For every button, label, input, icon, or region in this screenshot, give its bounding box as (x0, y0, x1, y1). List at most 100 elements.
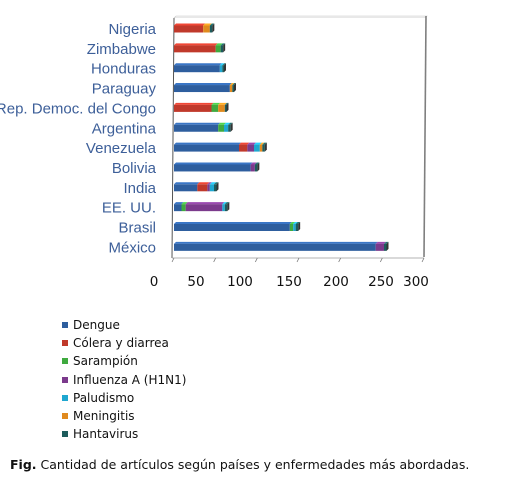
legend-label: Dengue (73, 318, 120, 333)
bar-segment (174, 162, 253, 172)
bar-segment-top (375, 241, 386, 244)
bar-segment-top (295, 222, 301, 224)
bar-segment (228, 122, 233, 132)
bar-segment-face (174, 243, 376, 251)
bar-segment (174, 43, 218, 53)
x-tick-mark (213, 257, 217, 263)
bar-segment-top (218, 122, 226, 125)
bar-segment-top (289, 222, 296, 224)
category-label: Argentina (92, 120, 157, 137)
x-tick-label: 250 (368, 274, 394, 290)
bar-segment-top (181, 202, 188, 205)
bar-segment-face (295, 224, 299, 231)
y-axis-line (171, 17, 175, 259)
bar-segment-face (232, 85, 234, 93)
bar-segment-top (185, 202, 225, 205)
bar-segment-top (218, 102, 227, 105)
x-tick-label: 50 (187, 274, 204, 290)
bar-segment (174, 241, 378, 251)
bar-segment-top (259, 142, 265, 145)
chart-plot-area (174, 18, 426, 256)
bar-segment-top (232, 83, 236, 86)
x-tick-mark (421, 257, 425, 263)
legend-swatch (62, 340, 68, 347)
legend-label: Influenza A (H1N1) (73, 372, 187, 387)
bar-segment-top (174, 202, 184, 205)
bar-segment (239, 142, 250, 152)
bar-segment-top (215, 43, 223, 46)
category-label: EE. UU. (102, 200, 156, 217)
legend-swatch (62, 394, 68, 401)
bar-segment-face (222, 65, 224, 73)
legend-label: Hantavirus (73, 427, 139, 442)
bar-segment (224, 122, 231, 132)
bar-segment (174, 83, 232, 93)
bar-segment (222, 202, 227, 212)
category-label: Rep. Democ. del Congo (0, 100, 156, 117)
x-tick-label: 200 (323, 274, 349, 290)
bar-segment-top (262, 142, 267, 145)
legend-swatch (62, 431, 68, 438)
bar-segment (209, 182, 216, 192)
x-tick-mark (254, 257, 258, 263)
category-label: India (123, 180, 156, 197)
bar-segment-top (174, 23, 206, 26)
bar-segment (174, 142, 241, 152)
x-tick-label: 300 (403, 274, 429, 290)
bar-segment-top (174, 83, 232, 86)
bar-segment-top (211, 102, 221, 105)
bar-segment-face (174, 104, 212, 112)
bar-end-cap (234, 83, 236, 93)
legend-label: Cólera y diarrea (73, 336, 169, 351)
category-labels: Nigeria Zimbabwe Honduras Paraguay Rep. Demo… (0, 21, 157, 256)
category-label: Venezuela (86, 140, 157, 157)
bar-segment (375, 241, 386, 251)
bar-segment-top (174, 241, 378, 244)
bar-segment (207, 182, 212, 192)
x-tick-label: 100 (227, 274, 253, 290)
bar-end-cap (264, 142, 267, 152)
bar-segment-face (174, 204, 182, 212)
bar-segment (229, 83, 235, 93)
bar-segment-top (224, 122, 231, 125)
bar-segment (247, 142, 256, 152)
category-label: Brasil (118, 220, 156, 237)
bar-segment-face (218, 104, 225, 112)
bar-segment-face (174, 45, 216, 53)
legend-swatch (62, 413, 68, 420)
bar-segment-top (224, 102, 229, 105)
bar-segment-top (203, 23, 212, 26)
x-tick-mark (338, 257, 342, 263)
bar-segment (174, 182, 200, 192)
legend-item: Hantavirus (62, 425, 186, 443)
legend-item: Dengue (62, 316, 186, 334)
bar-segment-top (174, 63, 222, 66)
bar-segment (219, 63, 225, 73)
bar-segment (215, 43, 223, 53)
bar-segment-face (207, 184, 210, 192)
bar-segment (259, 142, 265, 152)
bar-segment (174, 63, 222, 73)
bar-segment (224, 102, 229, 112)
legend-item: Meningitis (62, 407, 186, 425)
legend-item: Paludismo (62, 389, 186, 407)
bar-segment-face (375, 243, 384, 251)
bar-segment-face (289, 224, 294, 231)
bar-segment (293, 222, 298, 231)
bar-segment-face (197, 184, 208, 192)
bar-segment (174, 23, 206, 33)
bar-segment-face (174, 25, 204, 33)
bar-segment (174, 222, 292, 231)
bar-end-cap (298, 222, 301, 231)
bar-segment-face (219, 65, 223, 73)
bar-segment-top (254, 142, 262, 145)
bar-segment-top (207, 182, 212, 185)
legend-swatch (62, 322, 68, 329)
bar-segment-top (293, 222, 298, 224)
category-label: Nigeria (108, 21, 156, 38)
bar-segment-top (197, 182, 210, 185)
bar-segment-face (384, 243, 387, 251)
x-tick-mark (171, 257, 175, 263)
bar-segment-top (229, 83, 235, 86)
bar-segment-face (174, 65, 220, 73)
